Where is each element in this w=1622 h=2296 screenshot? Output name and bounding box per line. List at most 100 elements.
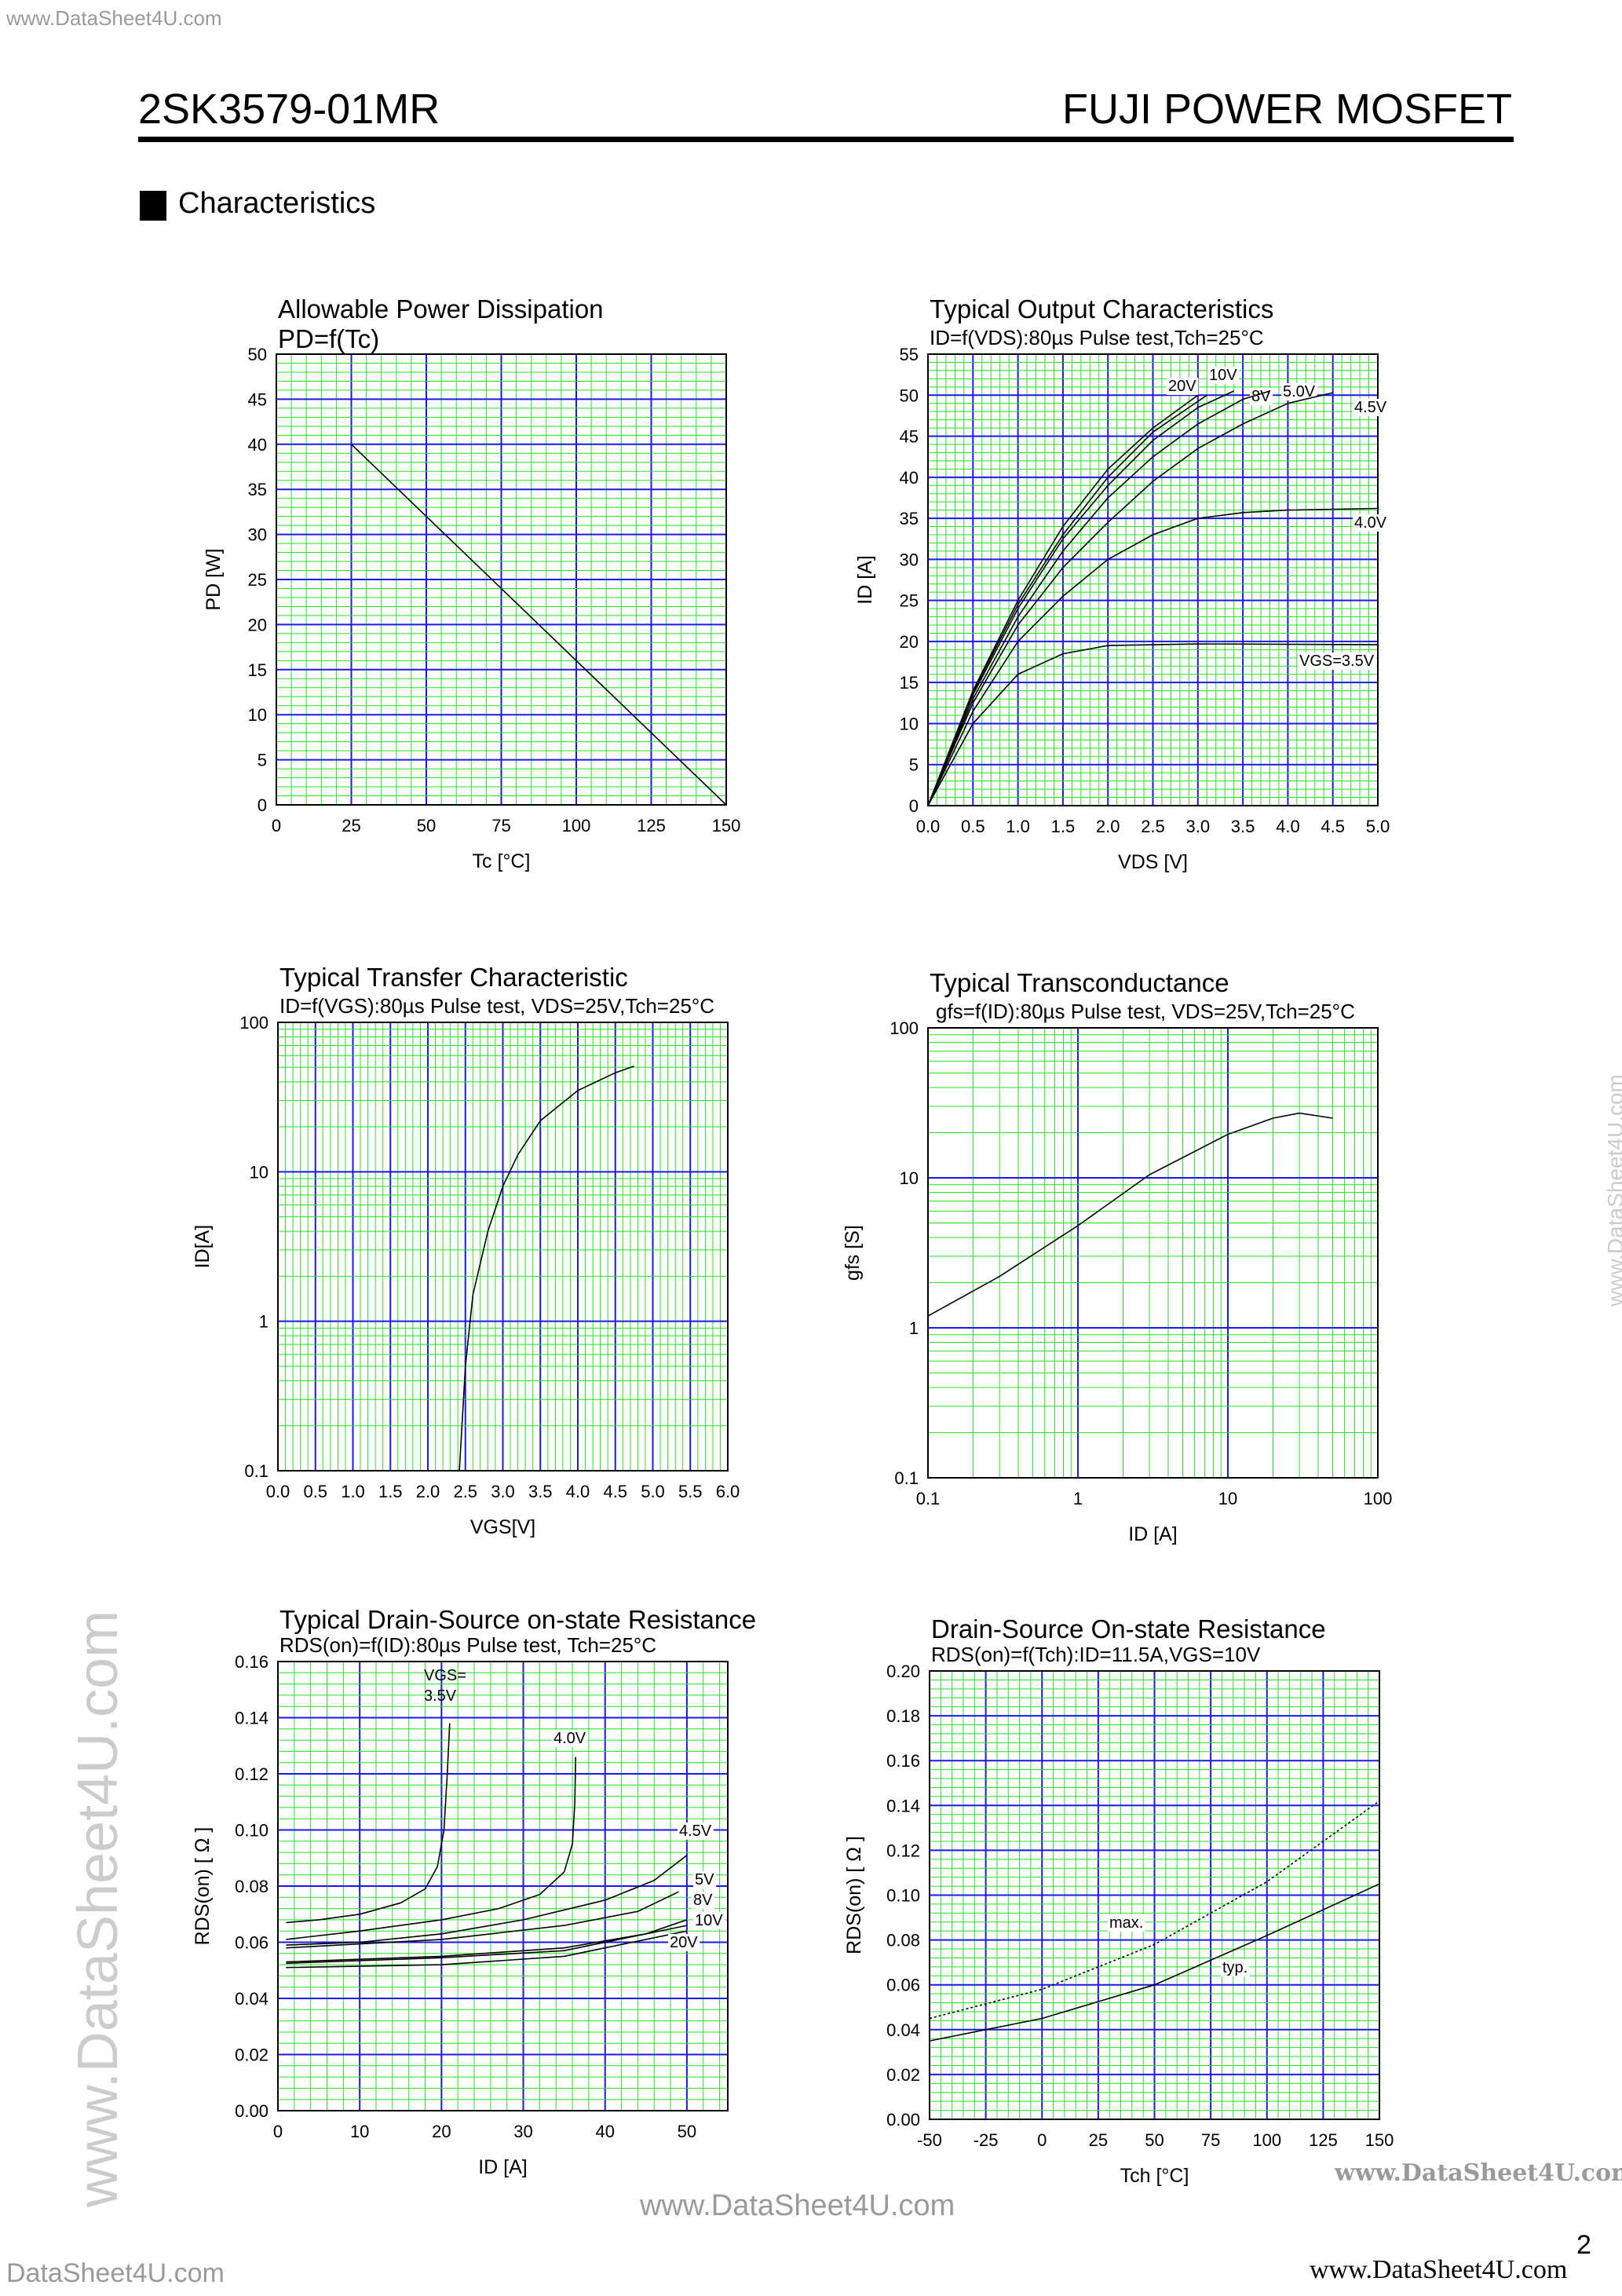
x-tick-label: 5.0 [1366, 817, 1390, 836]
x-tick-label: 150 [712, 816, 741, 835]
x-tick-label: 30 [513, 2122, 532, 2141]
watermark-side-right: www.DataSheet4U.com [1602, 1074, 1622, 1307]
y-tick-label: 1 [259, 1312, 269, 1332]
watermark-top[interactable]: www.DataSheet4U.com [6, 6, 222, 30]
y-tick-label: 0.1 [894, 1468, 919, 1488]
x-tick-label: 1.0 [1006, 817, 1030, 836]
x-tick-label: 100 [1252, 2130, 1281, 2150]
y-axis-label: ID[A] [192, 1225, 214, 1269]
series-curve [286, 1757, 576, 1940]
y-tick-label: 0.04 [235, 1989, 269, 2009]
y-tick-label: 55 [900, 345, 919, 364]
x-axis-label: Tc [°C] [473, 850, 531, 872]
y-axis-label: RDS(on) [ Ω ] [843, 1836, 865, 1954]
chart-5: 0 10 20 30 40 50 0.00 0.02 0.04 0.06 0.08 0.10 0.12 0… [192, 1605, 756, 2178]
y-tick-label: 0.10 [235, 1821, 269, 1841]
watermark-bottom-left[interactable]: DataSheet4U.com [6, 2258, 225, 2288]
grid [277, 1022, 729, 1472]
series-label: 8V [693, 1892, 713, 1909]
y-tick-label: 15 [900, 673, 919, 693]
x-axis-label: VDS [V] [1118, 851, 1188, 873]
series-curve [286, 1919, 688, 1963]
y-tick-label: 5 [258, 751, 267, 770]
x-tick-label: 0 [1037, 2130, 1047, 2150]
y-tick-label: 25 [248, 570, 267, 590]
y-tick-label: 50 [248, 345, 267, 364]
x-tick-label: 100 [562, 816, 591, 835]
y-tick-label: 0.08 [235, 1877, 269, 1896]
y-tick-label: 20 [900, 632, 919, 652]
y-tick-label: 30 [248, 525, 267, 545]
y-tick-label: 0.16 [886, 1751, 920, 1771]
y-tick-label: 0.00 [886, 2110, 920, 2130]
grid [277, 1661, 728, 2111]
chart-6: -50 -25 0 25 50 75 100 125 150 0.00 0.02 0.04 0.06 0.… [843, 1614, 1394, 2187]
chart-title: Typical Drain-Source on-state Resistance [279, 1605, 756, 1634]
watermark-bottom-right[interactable]: www.DataSheet4U.com [1310, 2255, 1568, 2284]
x-tick-label: 0.0 [916, 817, 941, 836]
chart-subtitle: gfs=f(ID):80µs Pulse test, VDS=25V,Tch=2… [936, 1000, 1355, 1023]
series-curve [927, 394, 1199, 806]
y-tick-label: 0.08 [886, 1931, 920, 1951]
y-tick-label: 0.20 [886, 1662, 920, 1681]
y-tick-label: 0.1 [244, 1461, 269, 1481]
y-tick-label: 1 [909, 1318, 919, 1338]
y-tick-label: 35 [900, 509, 919, 528]
series-label: 4.0V [553, 1730, 586, 1747]
y-tick-label: 35 [248, 480, 267, 499]
x-tick-label: -50 [917, 2130, 942, 2150]
series-label: max. [1109, 1914, 1143, 1932]
x-tick-label: 5.0 [641, 1482, 665, 1501]
x-tick-label: 150 [1365, 2130, 1394, 2150]
x-tick-label: 25 [342, 816, 360, 835]
y-tick-label: 25 [900, 591, 919, 611]
x-tick-label: 75 [491, 816, 510, 835]
y-axis-label: gfs [S] [842, 1225, 864, 1281]
y-axis-label: ID [A] [854, 555, 876, 605]
grid [929, 1670, 1380, 2120]
x-tick-label: 1.0 [341, 1482, 365, 1501]
part-number: 2SK3579-01MR [138, 86, 440, 133]
y-tick-label: 0 [258, 795, 267, 815]
plot-frame [276, 353, 727, 806]
x-tick-label: -25 [974, 2130, 999, 2150]
section-title: Characteristics [178, 187, 376, 220]
y-tick-label: 0.02 [886, 2065, 920, 2085]
series-curve [350, 444, 727, 806]
y-tick-label: 0.14 [886, 1796, 920, 1815]
x-tick-label: 0.0 [266, 1482, 290, 1501]
chart-subtitle: ID=f(VGS):80µs Pulse test, VDS=25V,Tch=2… [279, 994, 714, 1018]
y-tick-label: 0.10 [886, 1886, 920, 1906]
x-tick-label: 50 [417, 816, 436, 835]
series-curve [927, 507, 1379, 806]
x-tick-label: 3.0 [491, 1482, 515, 1501]
y-tick-label: 0.18 [886, 1706, 920, 1726]
y-tick-label: 40 [248, 435, 267, 455]
chart-subtitle: PD=f(Tc) [278, 324, 379, 353]
series-label: 10V [1209, 367, 1237, 384]
chart-title: Drain-Source On-state Resistance [931, 1614, 1326, 1643]
x-tick-label: 0.1 [916, 1489, 941, 1508]
x-tick-label: 125 [1309, 2130, 1338, 2150]
plot-frame [927, 353, 1379, 806]
y-tick-label: 100 [890, 1018, 919, 1038]
chart-3: 0.0 0.5 1.0 1.5 2.0 2.5 3.0 3.5 4.0 4.5 5.0 5.5 6.0 0… [192, 963, 740, 1538]
y-tick-label: 45 [900, 427, 919, 447]
brand-title: FUJI POWER MOSFET [1062, 86, 1512, 133]
y-tick-label: 0.06 [886, 1976, 920, 1995]
plot-frame [929, 1670, 1380, 2120]
y-tick-label: 15 [248, 660, 267, 680]
series-curve [458, 1065, 634, 1472]
chart-subtitle: RDS(on)=f(Tch):ID=11.5A,VGS=10V [931, 1643, 1261, 1666]
series-label: typ. [1222, 1959, 1248, 1976]
y-tick-label: 0.00 [235, 2101, 269, 2121]
x-axis-label: ID [A] [478, 2156, 528, 2178]
watermark-center[interactable]: www.DataSheet4U.com [640, 2189, 955, 2222]
chart-subtitle: ID=f(VDS):80µs Pulse test,Tch=25°C [930, 326, 1264, 349]
x-tick-label: 25 [1089, 2130, 1108, 2150]
x-tick-label: 3.5 [528, 1482, 553, 1501]
series-curve [927, 392, 1333, 806]
watermark-right-mid[interactable]: www.DataSheet4U.com [1335, 2159, 1622, 2187]
x-tick-label: 50 [678, 2122, 696, 2141]
y-tick-label: 0.16 [235, 1652, 269, 1672]
